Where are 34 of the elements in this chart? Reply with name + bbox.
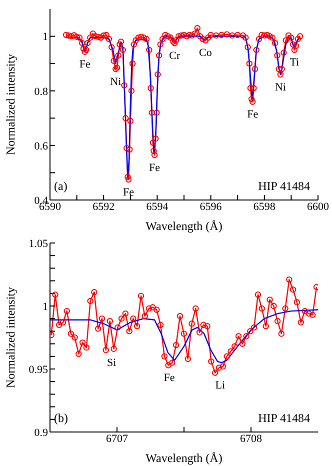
annotation: HIP 41484 [258, 411, 310, 426]
y-tick-label: 1 [42, 31, 48, 44]
y-tick-label: 1 [42, 300, 48, 313]
annotation: Fe [79, 58, 90, 71]
x-tick-label: 6708 [240, 432, 262, 445]
y-tick-label: 0.9 [34, 426, 48, 439]
annotation: Cr [169, 50, 180, 62]
x-axis-title: Wavelength (Å) [146, 219, 222, 233]
annotation: Ti [290, 56, 300, 69]
y-axis-title: Normalized intensity [3, 287, 18, 388]
y-tick-label: 0.95 [28, 364, 48, 376]
y-tick-label: 0.8 [34, 86, 48, 98]
annotation: (b) [54, 411, 68, 426]
annotation: HIP 41484 [258, 179, 310, 194]
x-tick-label: 6592 [92, 200, 115, 213]
annotation: Fe [247, 108, 258, 121]
x-tick-label: 6594 [146, 200, 169, 213]
x-tick-label: 6600 [307, 200, 330, 213]
annotation: Ni [274, 81, 286, 94]
y-tick-label: 1.05 [28, 238, 48, 250]
x-tick-label: 6707 [106, 432, 128, 445]
annotation: Ni [110, 76, 122, 88]
annotation: Fe [123, 186, 134, 198]
annotation: Fe [149, 162, 160, 174]
y-tick-label: 0.6 [34, 140, 48, 152]
x-tick-label: 6598 [253, 200, 276, 213]
annotation: Si [107, 356, 116, 369]
x-axis-title: Wavelength (Å) [146, 451, 222, 465]
annotation: Fe [164, 372, 175, 384]
annotation: Li [215, 380, 226, 392]
y-axis-title: Normalized intensity [3, 54, 18, 155]
x-tick-label: 6596 [200, 200, 222, 213]
annotation: (a) [54, 179, 68, 194]
annotation: Co [199, 47, 212, 60]
